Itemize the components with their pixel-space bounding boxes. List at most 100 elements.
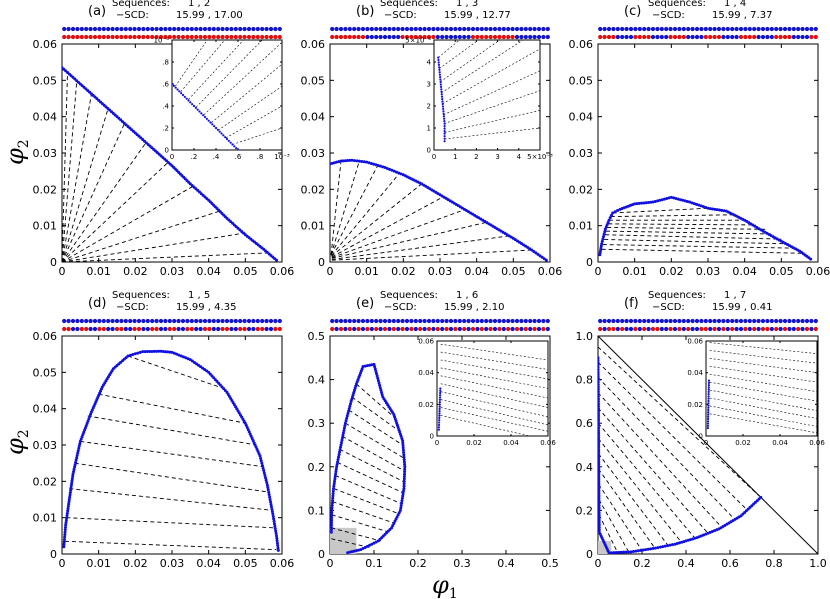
panel-a-inset-frame <box>171 39 283 151</box>
panel-b-inset-binodal-point <box>443 117 446 120</box>
panel-d-binodal-point <box>276 546 280 550</box>
panel-c-binodal-point <box>603 230 607 234</box>
panel-c-bead <box>650 34 656 40</box>
panel-e-bead <box>484 326 489 332</box>
panel-e-binodal-point <box>376 376 380 380</box>
panel-c-bead <box>664 34 669 40</box>
panel-d-binodal-point <box>163 350 167 354</box>
panel-a-bead <box>154 34 159 40</box>
panel-f-bead <box>606 318 612 324</box>
panel-f-binodal-point <box>629 550 633 554</box>
panel-b-inset-binodal-point <box>439 83 442 86</box>
panel-f-inset-xtick-label: 0.06 <box>809 439 825 447</box>
panel-c-bead <box>624 26 629 32</box>
panel-f-bead <box>760 318 766 324</box>
panel-b-inset-binodal-point <box>440 90 443 93</box>
panel-f-bead <box>633 318 638 324</box>
panel-f-binodal-point <box>663 544 667 548</box>
panel-f-inset-binodal-point <box>707 399 710 403</box>
panel-d-bead <box>145 318 150 324</box>
panel-a-bead <box>224 26 230 32</box>
panel-a-bead <box>277 26 282 32</box>
panel-b-bead <box>330 26 335 32</box>
panel-e-inset-binodal-point <box>439 389 442 392</box>
panel-d-binodal-point <box>148 349 152 353</box>
panel-a-tie-line <box>62 123 125 262</box>
panel-c-binodal-point <box>695 202 699 206</box>
panel-e-bead <box>400 318 405 324</box>
panel-f-binodal-point <box>598 521 601 525</box>
panel-d-bead <box>273 318 278 324</box>
panel-e-inset-binodal-point <box>438 419 441 422</box>
panel-b-binodal-point <box>392 169 396 173</box>
panel-a-bead <box>268 34 274 40</box>
panel-a-bead <box>75 26 80 32</box>
panel-d-binodal-point <box>62 537 66 541</box>
panel-f-bead <box>765 318 770 324</box>
panel-e-binodal-point <box>347 409 351 413</box>
panel-b-inset-tie-line <box>440 40 500 83</box>
panel-c-binodal-point <box>633 202 637 206</box>
panel-b-bead <box>387 26 392 32</box>
panel-c-bead <box>708 26 713 32</box>
panel-d-tie-line <box>127 355 224 389</box>
panel-b-bead <box>374 34 379 40</box>
panel-d-binodal-point <box>269 502 273 506</box>
panel-a-inset-binodal-point <box>202 114 205 117</box>
panel-b-xtick-label: 0.02 <box>391 265 416 278</box>
panel-b-ytick-label: 0.03 <box>301 147 326 160</box>
panel-e-inset-binodal-point <box>438 414 441 417</box>
panel-b-bead <box>501 34 506 40</box>
panel-b-xtick-label: 0.04 <box>464 265 489 278</box>
panel-c-binodal-point <box>644 201 648 205</box>
panel-d-binodal-point <box>268 498 272 501</box>
panel-a-xtick-label: 0.01 <box>86 265 111 278</box>
panel-e-bead <box>343 318 348 324</box>
panel-b-binodal-point <box>376 163 380 167</box>
panel-d-bead <box>88 326 93 332</box>
panel-f-bead <box>672 318 678 324</box>
panel-e-bead <box>475 318 480 324</box>
panel-d-binodal-point <box>168 350 172 354</box>
panel-d-bead <box>194 318 199 324</box>
panel-d-tie-line <box>69 488 273 511</box>
panel-b-binodal-point <box>536 252 540 256</box>
panel-e-binodal-point <box>339 445 343 449</box>
panel-a-inset-xtick-label: .6 <box>235 153 242 161</box>
panel-c-bead <box>756 26 761 32</box>
panel-c-binodal-point <box>658 198 662 202</box>
panel-f-inset: 0 0.02 0.04 0.06 0 0.02 0.04 0.06 <box>687 338 825 448</box>
panel-b-bead <box>343 26 348 32</box>
panel-b-inset-binodal-point <box>438 66 441 69</box>
panel-e-label: (e) <box>356 296 374 311</box>
panel-a-inset-binodal-point <box>183 95 186 98</box>
panel-f-binodal-point <box>598 375 600 379</box>
panel-d-bead <box>277 318 282 324</box>
panel-a-bead <box>198 26 203 32</box>
panel-b-binodal-point <box>542 257 546 261</box>
panel-c-binodal-point <box>609 213 613 217</box>
panel-f-binodal-point <box>598 392 600 396</box>
panel-c-binodal-point <box>669 195 673 199</box>
panel-b-bead <box>462 26 467 32</box>
panel-a-inset-binodal-point <box>224 136 227 139</box>
panel-c-tie-line <box>604 239 789 245</box>
panel-b-bead <box>404 34 410 40</box>
panel-f-binodal-point <box>598 433 601 437</box>
panel-a: (a) Sequences: 1 , 2 −SCD: 15.99 , 17.00 0 0.0… <box>33 0 295 278</box>
panel-f-binodal-point <box>598 525 601 529</box>
panel-d-bead <box>264 318 269 324</box>
panel-e-binodal-point <box>339 443 343 447</box>
panel-c-binodal-point <box>720 208 724 212</box>
panel-e-inset-binodal-point <box>439 391 442 395</box>
panel-d-xtick-label: 0.04 <box>196 557 221 570</box>
panel-b-binodal-point <box>538 254 542 258</box>
panel-f-binodal-point <box>598 501 601 505</box>
panel-d-bead <box>202 318 208 324</box>
panel-c-bead <box>712 26 717 32</box>
panel-d-binodal-point <box>273 527 277 531</box>
panel-a-label: (a) <box>88 4 106 19</box>
panel-b-ytick-label: 0.04 <box>301 111 326 124</box>
panel-b-inset-binodal-point <box>438 71 441 74</box>
panel-d-bead <box>62 318 67 324</box>
